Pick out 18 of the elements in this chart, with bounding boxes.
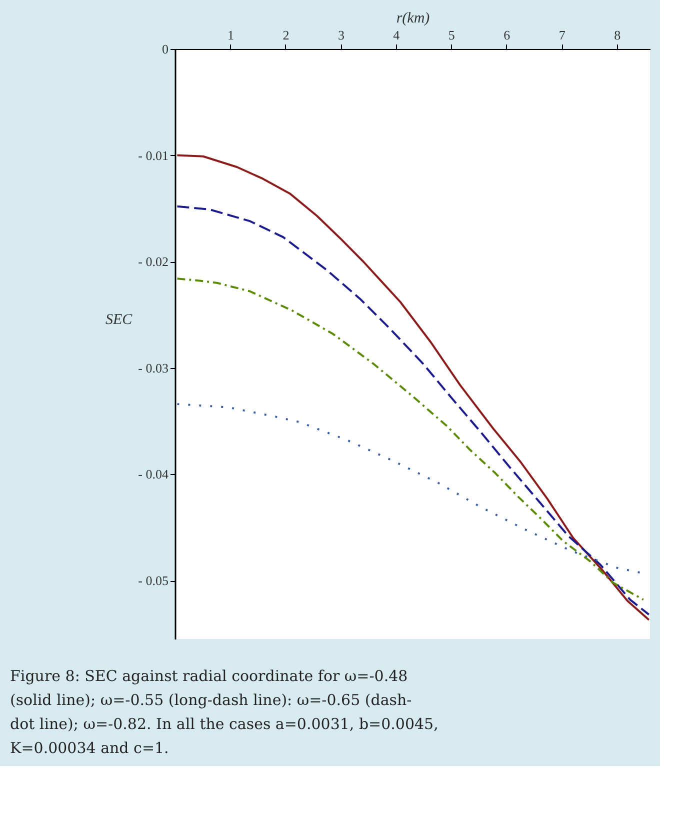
y-tick-label: - 0.05 xyxy=(138,573,168,588)
x-tick-label: 1 xyxy=(227,28,234,42)
line-series xyxy=(176,278,644,601)
y-tick-label: - 0.04 xyxy=(138,466,169,482)
y-axis-title: SEC xyxy=(106,312,134,328)
x-axis-title: r(km) xyxy=(396,10,430,26)
x-tick-label: 2 xyxy=(282,28,290,42)
x-tick-label: 6 xyxy=(504,28,511,42)
caption: Figure 8: SEC against radial coordinate for ω=-0.48 (solid line); ω=-0.55 (long-dash line): ω=-0.65 (dash-dot line); ω=-0.82. In all the cases a=0.0031, b=0.0045, K=0.00034 and c=1. xyxy=(10,667,438,757)
y-tick-label: - 0.01 xyxy=(138,148,168,163)
x-tick-label: 7 xyxy=(558,28,566,42)
y-tick-label: 0 xyxy=(162,42,168,56)
x-tick-label: 8 xyxy=(614,28,621,42)
x-tick-label: 3 xyxy=(338,28,344,42)
y-tick-label: - 0.02 xyxy=(138,254,168,270)
y-tick-label: - 0.03 xyxy=(138,360,168,376)
x-tick-label: 5 xyxy=(448,28,455,42)
x-tick-label: 4 xyxy=(393,28,400,42)
